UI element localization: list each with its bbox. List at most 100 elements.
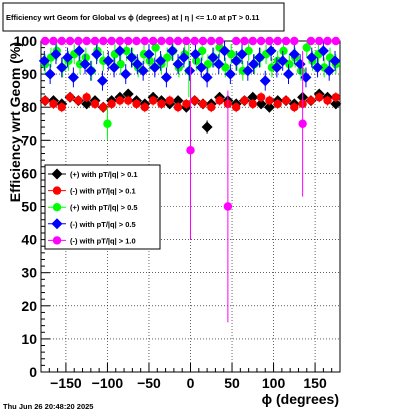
series-1 — [40, 92, 341, 113]
legend-label: (+) with pT/|q| > 0.1 — [70, 170, 138, 179]
y-tick-label: 10 — [21, 331, 37, 347]
data-point — [99, 103, 108, 112]
data-point — [323, 36, 332, 46]
data-point — [302, 43, 311, 52]
data-point — [271, 61, 283, 73]
legend-entry-2: (+) with pT/|q| > 0.5 — [48, 203, 138, 212]
data-point — [207, 52, 219, 64]
data-point — [57, 103, 66, 112]
data-point — [102, 55, 114, 67]
data-point — [306, 52, 318, 64]
data-point — [120, 68, 132, 80]
y-tick-label: 30 — [21, 265, 37, 281]
x-axis-ticks: −150 −100 −50 0 50 100 150 — [48, 363, 333, 391]
data-point — [226, 50, 236, 59]
data-point — [157, 99, 166, 109]
data-series — [38, 36, 342, 323]
data-point — [157, 36, 166, 46]
data-point — [201, 71, 213, 83]
data-point — [67, 71, 79, 83]
data-point — [182, 36, 191, 46]
data-point — [265, 96, 274, 105]
data-point — [285, 59, 294, 69]
data-point — [74, 96, 83, 105]
data-point — [143, 48, 155, 60]
data-point — [131, 58, 143, 70]
data-point — [172, 95, 184, 107]
y-tick-label: 80 — [21, 99, 37, 115]
data-point — [290, 103, 299, 112]
data-point — [221, 63, 230, 72]
legend-entry-4: (-) with pT/|q| > 1.0 — [48, 236, 136, 245]
data-point — [203, 59, 213, 69]
data-point — [240, 96, 249, 105]
data-point — [173, 103, 183, 112]
legend-label: (-) with pT/|q| > 0.5 — [70, 220, 136, 229]
data-point — [223, 202, 233, 211]
data-point — [81, 98, 93, 110]
data-point — [198, 36, 208, 46]
data-point — [273, 36, 282, 46]
data-point — [115, 36, 125, 46]
y-tick-label: 50 — [21, 199, 37, 215]
data-point — [215, 96, 224, 105]
legend-marker — [52, 186, 62, 195]
data-point — [108, 61, 120, 73]
data-point — [288, 48, 300, 60]
data-point — [173, 36, 183, 46]
data-point — [137, 65, 149, 77]
data-point — [273, 99, 282, 109]
data-point — [197, 46, 207, 56]
data-point — [81, 53, 91, 62]
data-point — [155, 55, 167, 67]
data-point — [213, 58, 225, 70]
data-point — [132, 99, 141, 109]
x-axis-label: ϕ (degrees) — [262, 391, 339, 407]
data-point — [190, 36, 199, 46]
data-point — [281, 36, 291, 46]
data-point — [244, 46, 253, 56]
y-tick-label: 100 — [14, 33, 38, 49]
data-point — [38, 55, 50, 67]
legend-marker — [52, 203, 62, 212]
data-point — [124, 96, 133, 105]
data-point — [126, 52, 138, 64]
data-point — [40, 96, 50, 105]
legend-label: (-) with pT/|q| > 0.1 — [70, 187, 136, 196]
data-point — [140, 36, 150, 46]
legend-entry-1: (-) with pT/|q| > 0.1 — [48, 186, 136, 196]
data-point — [65, 93, 75, 102]
data-point — [74, 36, 83, 46]
data-point — [165, 36, 174, 46]
data-point — [256, 93, 266, 102]
data-point — [96, 75, 108, 87]
y-tick-label: 70 — [21, 132, 37, 148]
data-point — [315, 93, 324, 102]
data-point — [242, 65, 254, 77]
data-point — [277, 55, 289, 67]
data-point — [247, 91, 259, 103]
data-point — [240, 36, 249, 46]
y-tick-label: 0 — [29, 364, 37, 380]
data-point — [207, 103, 216, 112]
data-point — [62, 52, 74, 64]
data-point — [79, 58, 91, 70]
data-point — [148, 96, 158, 105]
data-point — [248, 36, 257, 46]
data-point — [248, 58, 260, 70]
data-point — [90, 36, 100, 46]
data-point — [44, 68, 56, 80]
x-tick-label: −150 — [50, 375, 82, 391]
x-tick-label: −100 — [92, 375, 124, 391]
data-point — [160, 71, 172, 83]
data-point — [190, 96, 199, 105]
data-point — [116, 59, 125, 69]
data-point — [122, 88, 134, 100]
data-point — [132, 36, 141, 46]
data-point — [145, 56, 155, 66]
data-point — [151, 43, 160, 52]
data-point — [115, 96, 125, 105]
data-point — [281, 96, 291, 105]
data-point — [312, 61, 324, 73]
